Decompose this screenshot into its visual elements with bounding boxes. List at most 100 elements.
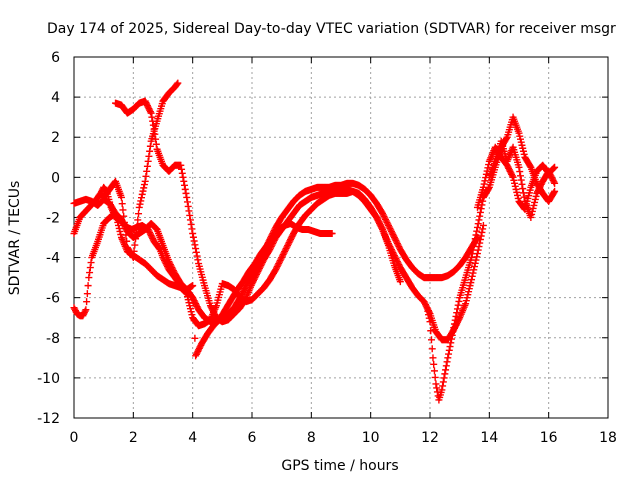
data-point [177, 161, 185, 169]
data-point [447, 339, 455, 347]
data-point [131, 241, 139, 249]
data-point [152, 140, 160, 148]
data-point [481, 177, 489, 185]
data-point [190, 317, 198, 325]
data-point [129, 254, 137, 262]
data-point [189, 229, 197, 237]
data-point [137, 197, 145, 205]
data-point [184, 202, 192, 210]
data-point [396, 278, 404, 286]
data-point [181, 185, 189, 193]
grid-lines [74, 57, 608, 418]
series-trace-2 [112, 97, 487, 344]
data-point [471, 263, 478, 271]
data-point [515, 163, 523, 171]
data-point [135, 210, 143, 218]
data-point [471, 235, 479, 243]
data-point [549, 165, 557, 173]
series-trace-5 [100, 79, 182, 262]
data-point [477, 232, 485, 240]
data-point [551, 187, 559, 195]
y-tick-label: -12 [37, 411, 60, 427]
data-point [145, 152, 153, 160]
data-point [146, 142, 154, 150]
data-point [439, 382, 447, 390]
chart-title: Day 174 of 2025, Sidereal Day-to-day VTE… [47, 21, 616, 37]
data-point [470, 266, 478, 274]
data-point [174, 79, 182, 87]
data-point [485, 161, 493, 169]
data-point [194, 256, 202, 264]
data-point [190, 237, 198, 245]
data-point [187, 220, 195, 228]
x-axis-label: GPS time / hours [281, 458, 398, 474]
y-tick-label: 2 [51, 130, 60, 146]
data-point [183, 193, 191, 201]
data-point [438, 386, 446, 394]
data-point [189, 233, 197, 241]
data-point [189, 299, 197, 307]
data-point [119, 206, 127, 214]
data-point [450, 320, 458, 328]
y-tick-label: -4 [46, 251, 60, 267]
x-tick-label: 12 [421, 430, 439, 446]
data-point [120, 218, 128, 226]
data-point [427, 336, 435, 344]
data-point [82, 306, 90, 314]
data-point [455, 297, 463, 305]
data-point [469, 246, 477, 254]
data-point [378, 224, 386, 232]
data-point [141, 177, 149, 185]
x-tick-label: 18 [599, 430, 617, 446]
data-point [477, 205, 485, 213]
series-trace-3 [70, 187, 404, 330]
data-point [133, 222, 141, 230]
data-point [519, 189, 527, 197]
axis-ticks: 0 2 4 6 8 10 12 14 16 18 -12 -10 -8 -6 -4 -2 0 2 4 6 [37, 50, 617, 446]
data-point [443, 358, 451, 366]
data-point [192, 248, 200, 256]
data-point [516, 172, 524, 180]
data-point [328, 229, 336, 237]
data-point [476, 236, 484, 244]
data-point [445, 350, 453, 358]
data-point [446, 343, 454, 351]
data-point [444, 354, 452, 362]
data-point [191, 334, 199, 342]
data-point [432, 380, 440, 388]
data-point [83, 290, 91, 298]
data-point [117, 193, 125, 201]
data-point [142, 172, 150, 180]
data-point [516, 168, 524, 176]
x-tick-label: 10 [362, 430, 380, 446]
data-point [86, 264, 94, 272]
data-point [122, 231, 130, 239]
data-point [479, 221, 487, 229]
data-point [186, 211, 194, 219]
data-point [520, 193, 528, 201]
data-point [178, 165, 186, 173]
data-point [519, 185, 527, 193]
data-point [473, 223, 481, 231]
data-point [478, 228, 486, 236]
data-point [470, 242, 478, 250]
data-point [152, 224, 160, 232]
data-point [181, 181, 189, 189]
data-point [178, 169, 186, 177]
data-point [192, 245, 200, 253]
data-point [445, 346, 453, 354]
data-point [468, 272, 476, 280]
data-point [550, 164, 558, 172]
data-point [87, 259, 95, 267]
data-point [138, 190, 146, 198]
data-point [468, 254, 476, 262]
data-point [429, 354, 437, 362]
data-point [144, 157, 152, 165]
x-tick-label: 4 [188, 430, 197, 446]
data-point [550, 189, 558, 197]
data-point [448, 335, 456, 343]
data-point [550, 178, 558, 186]
data-point [433, 384, 441, 392]
data-point [476, 212, 484, 220]
data-point [173, 80, 181, 88]
